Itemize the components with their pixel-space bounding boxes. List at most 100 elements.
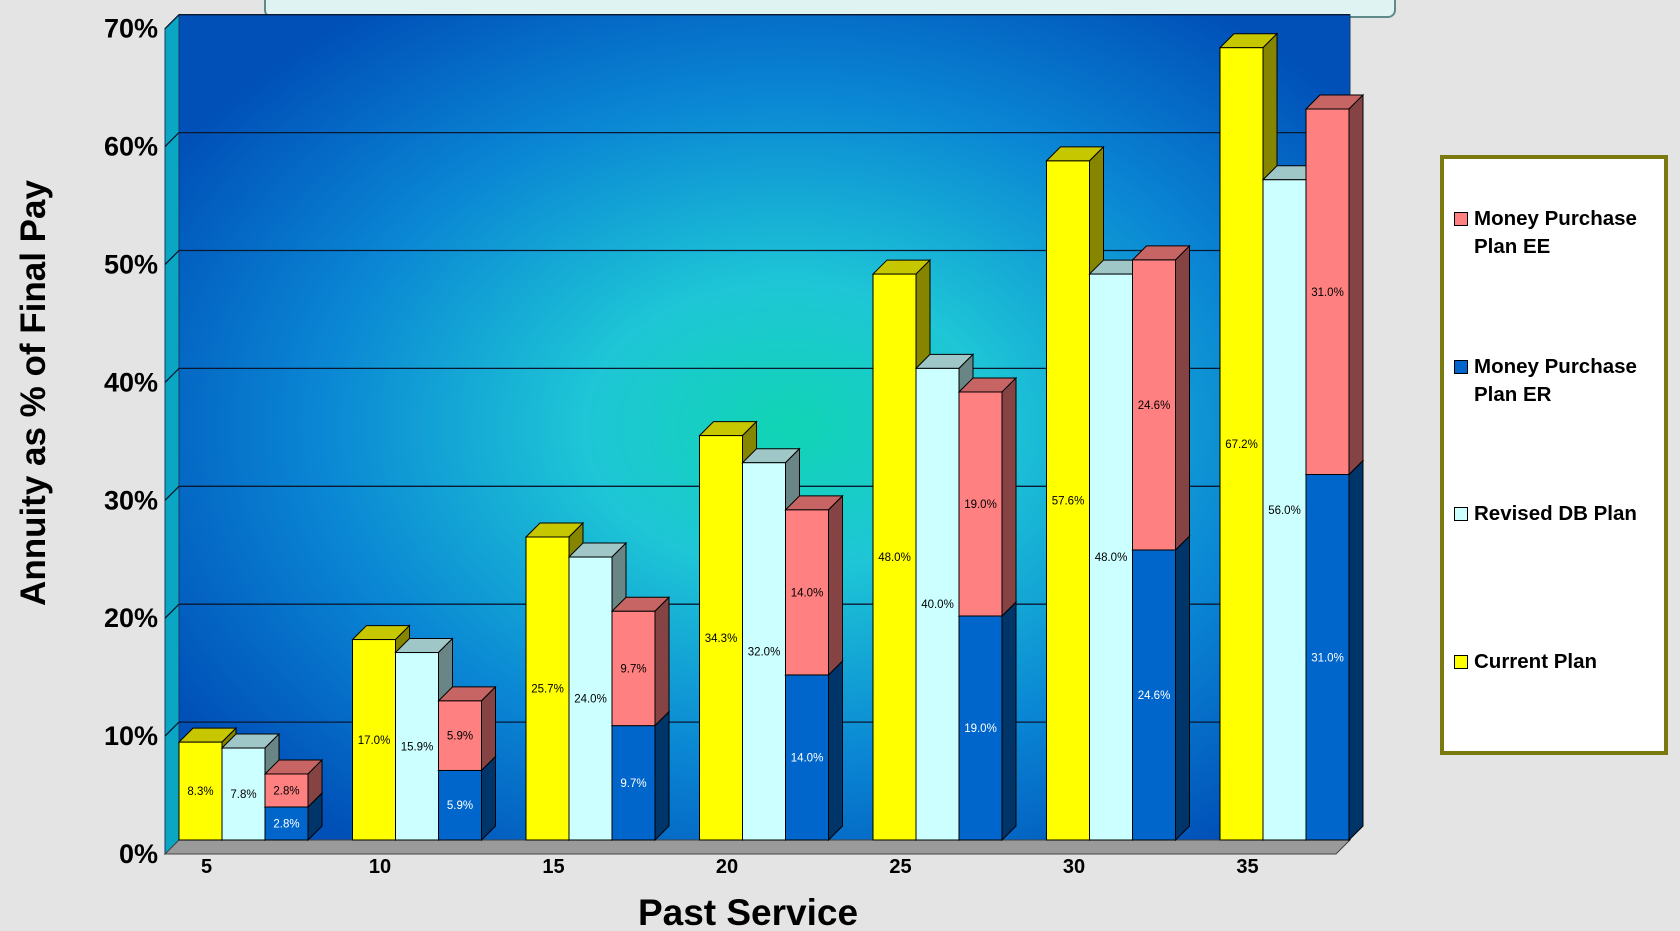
y-tick-label: 70%	[104, 14, 158, 44]
data-label: 40.0%	[921, 599, 954, 611]
bar-money-purchase-ee-front	[785, 509, 829, 676]
bar-money-purchase-ee-front	[1132, 259, 1176, 551]
bar-current-plan-front	[699, 435, 743, 841]
bar-money-purchase-ee-side	[654, 596, 670, 727]
data-label: 32.0%	[748, 646, 781, 658]
bar-money-purchase-er-front	[264, 806, 309, 841]
legend: Money Purchase Plan EE Money Purchase Plan …	[1440, 155, 1668, 755]
bar-money-purchase-ee	[263, 758, 324, 809]
data-label: 56.0%	[1268, 505, 1301, 517]
data-label: 14.0%	[791, 752, 824, 764]
x-tick-label: 25	[889, 856, 911, 878]
bar-money-purchase-er-front	[1132, 549, 1176, 841]
bar-money-purchase-ee	[784, 494, 844, 677]
bar-money-purchase-ee-side	[1348, 93, 1364, 476]
gridline-wall	[164, 485, 180, 501]
bar-money-purchase-er-front	[958, 615, 1003, 841]
bar-money-purchase-er	[1131, 534, 1191, 842]
legend-swatch	[1454, 507, 1468, 521]
gridline-wall	[164, 721, 180, 737]
legend-label: Plan EE	[1474, 235, 1551, 258]
data-label: 48.0%	[878, 552, 911, 564]
data-label: 17.0%	[358, 735, 391, 747]
gridline-wall	[164, 132, 180, 148]
legend-label: Revised DB Plan	[1474, 502, 1637, 525]
data-label: 2.8%	[273, 818, 299, 830]
bar-money-purchase-er	[1304, 459, 1365, 842]
bar-money-purchase-ee-front	[611, 610, 656, 727]
x-tick-label: 30	[1063, 856, 1085, 878]
bar-money-purchase-ee-side	[828, 494, 843, 677]
data-label: 31.0%	[1311, 287, 1344, 299]
x-axis-title: Past Service	[638, 892, 858, 931]
legend-label: Money Purchase	[1474, 207, 1637, 230]
bars	[177, 32, 1365, 842]
y-tick-label: 20%	[104, 603, 158, 633]
bar-revised-db-plan-front	[1089, 273, 1133, 841]
bar-money-purchase-er-side	[654, 710, 670, 842]
data-label: 2.8%	[273, 785, 299, 797]
legend-label: Plan ER	[1474, 383, 1552, 406]
x-tick-label: 15	[542, 856, 564, 878]
x-tick-label: 35	[1236, 856, 1258, 878]
bar-money-purchase-ee	[610, 596, 671, 727]
data-label: 14.0%	[791, 587, 824, 599]
x-tick-label: 20	[716, 856, 738, 878]
x-tick-label: 5	[201, 856, 212, 878]
bar-money-purchase-er-side	[1348, 459, 1364, 842]
bar-money-purchase-ee	[957, 376, 1018, 618]
left-wall	[164, 13, 180, 856]
data-label: 9.7%	[620, 663, 646, 675]
data-label: 48.0%	[1095, 552, 1128, 564]
x-axis-ticks: 5 10 15 20 25 30 35	[201, 856, 1259, 878]
plot-floor	[163, 839, 1352, 855]
x-tick-label: 10	[369, 856, 391, 878]
bar-money-purchase-ee-side	[481, 685, 496, 772]
data-label: 15.9%	[401, 741, 434, 753]
gridline-wall	[164, 14, 180, 30]
bar-current-plan-front	[178, 741, 223, 841]
legend-swatch	[1454, 212, 1468, 226]
data-label: 19.0%	[964, 723, 997, 735]
bar-money-purchase-ee	[1131, 244, 1191, 552]
bar-money-purchase-er-front	[1305, 474, 1350, 841]
y-tick-label: 40%	[104, 367, 158, 397]
data-label: 5.9%	[447, 800, 473, 812]
data-label: 24.6%	[1138, 690, 1171, 702]
data-label: 25.7%	[531, 683, 564, 695]
y-tick-label: 60%	[104, 132, 158, 162]
bar-money-purchase-ee-front	[438, 700, 482, 771]
gridline-wall	[164, 367, 180, 383]
bar-money-purchase-ee	[1304, 93, 1365, 476]
data-label: 5.9%	[447, 731, 473, 743]
data-label: 24.0%	[574, 694, 607, 706]
bar-money-purchase-er-side	[1001, 600, 1017, 842]
y-tick-label: 50%	[104, 250, 158, 280]
legend-item: Revised DB Plan	[1454, 500, 1666, 528]
bar-money-purchase-er	[437, 755, 497, 842]
data-label: 57.6%	[1052, 495, 1085, 507]
bar-money-purchase-er-front	[611, 725, 656, 841]
bar-money-purchase-ee-front	[264, 773, 309, 808]
data-label: 7.8%	[230, 789, 256, 801]
bar-money-purchase-er	[784, 659, 844, 842]
y-tick-label: 30%	[104, 485, 158, 515]
bar-money-purchase-ee-side	[1001, 376, 1017, 618]
data-label: 31.0%	[1311, 652, 1344, 664]
bar-current-plan-front	[352, 639, 396, 841]
legend-item: Money Purchase Plan EE	[1454, 205, 1666, 261]
bar-money-purchase-ee-front	[1305, 108, 1350, 476]
y-axis-ticks: 0% 10% 20% 30% 40% 50% 60% 70%	[104, 14, 158, 869]
bar-revised-db-plan-front	[742, 462, 786, 841]
bar-money-purchase-ee-front	[958, 391, 1003, 617]
y-axis-title: Annuity as % of Final Pay	[14, 180, 53, 606]
y-tick-label: 0%	[119, 839, 158, 869]
y-tick-label: 10%	[104, 721, 158, 751]
data-label: 24.6%	[1138, 400, 1171, 412]
bar-money-purchase-er	[610, 710, 671, 842]
bar-revised-db-plan-front	[1262, 179, 1307, 841]
gridline-wall	[164, 250, 180, 265]
data-label: 67.2%	[1225, 439, 1258, 451]
bar-current-plan-front	[525, 536, 570, 841]
